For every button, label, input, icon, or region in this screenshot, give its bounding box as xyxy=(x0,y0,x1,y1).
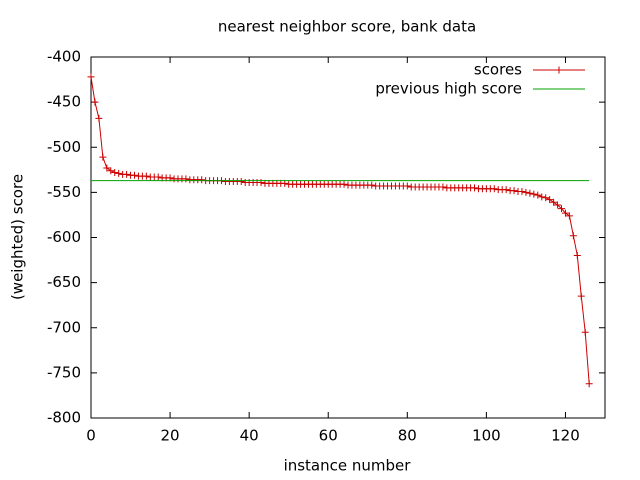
point-marker xyxy=(403,182,411,190)
point-marker xyxy=(237,178,245,186)
point-marker xyxy=(107,167,115,175)
series-line xyxy=(90,76,590,384)
x-tick-label: 80 xyxy=(398,427,417,445)
y-tick-label: -500 xyxy=(47,138,81,156)
point-marker xyxy=(95,114,103,122)
point-marker xyxy=(558,205,566,213)
point-marker xyxy=(561,209,569,217)
point-marker xyxy=(198,176,206,184)
point-marker xyxy=(182,175,190,183)
point-marker xyxy=(490,185,498,193)
point-marker xyxy=(526,189,534,197)
x-tick-label: 40 xyxy=(240,427,259,445)
point-marker xyxy=(123,170,131,178)
point-marker xyxy=(87,73,95,81)
point-marker xyxy=(577,292,585,300)
y-tick-label: -700 xyxy=(47,318,81,336)
point-marker xyxy=(103,164,111,172)
point-marker xyxy=(99,153,107,161)
y-tick-label: -400 xyxy=(47,48,81,66)
legend-label: previous high score xyxy=(375,80,522,98)
point-marker xyxy=(510,187,518,195)
point-marker xyxy=(115,169,123,177)
point-marker xyxy=(550,198,558,206)
x-tick-label: 20 xyxy=(161,427,180,445)
point-marker xyxy=(142,172,150,180)
x-tick-label: 0 xyxy=(86,427,96,445)
point-marker xyxy=(554,201,562,209)
point-marker xyxy=(522,188,530,196)
point-marker xyxy=(530,190,538,198)
point-marker xyxy=(542,194,550,202)
y-tick-label: -550 xyxy=(47,183,81,201)
point-marker xyxy=(111,169,119,177)
point-marker xyxy=(257,178,265,186)
point-marker xyxy=(91,98,99,106)
x-tick-label: 60 xyxy=(319,427,338,445)
x-tick-label: 100 xyxy=(472,427,501,445)
point-marker xyxy=(368,181,376,189)
point-marker xyxy=(518,187,526,195)
legend-label: scores xyxy=(474,61,522,79)
y-tick-label: -800 xyxy=(47,409,81,427)
point-marker xyxy=(546,196,554,204)
x-tick-label: 120 xyxy=(551,427,580,445)
plot-frame xyxy=(90,56,606,419)
point-marker xyxy=(573,252,581,260)
y-tick-label: -650 xyxy=(47,273,81,291)
point-marker xyxy=(340,180,348,188)
y-axis-label: (weighted) score xyxy=(9,174,27,300)
point-marker xyxy=(569,232,577,240)
legend-marker xyxy=(555,66,563,74)
point-marker xyxy=(538,193,546,201)
point-marker xyxy=(565,212,573,220)
point-marker xyxy=(439,183,447,191)
point-marker xyxy=(471,184,479,192)
point-marker xyxy=(130,171,138,179)
chart-title: nearest neighbor score, bank data xyxy=(218,18,476,36)
point-marker xyxy=(581,328,589,336)
y-tick-label: -600 xyxy=(47,228,81,246)
point-marker xyxy=(585,380,593,388)
y-tick-label: -750 xyxy=(47,363,81,381)
point-marker xyxy=(534,191,542,199)
point-marker xyxy=(502,186,510,194)
y-tick-label: -450 xyxy=(47,93,81,111)
point-marker xyxy=(154,173,162,181)
x-axis-label: instance number xyxy=(284,457,412,475)
